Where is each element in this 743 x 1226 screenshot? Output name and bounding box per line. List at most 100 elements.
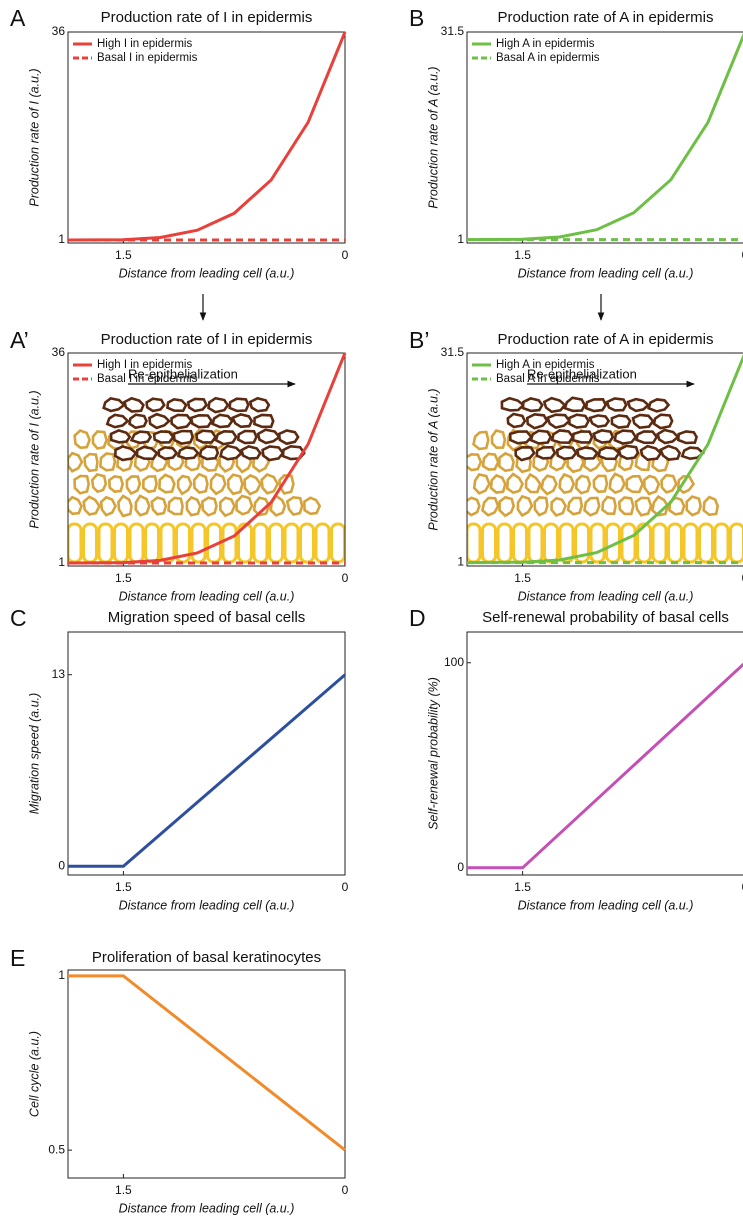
x-axis-label: Distance from leading cell (a.u.) bbox=[119, 1201, 295, 1215]
cell bbox=[102, 397, 127, 413]
cell bbox=[617, 444, 640, 461]
cell bbox=[122, 396, 145, 413]
cell bbox=[99, 495, 117, 517]
y-axis-label: Production rate of I (a.u.) bbox=[27, 68, 41, 206]
cell bbox=[505, 472, 524, 495]
y-axis-label: Self-renewal probability (%) bbox=[426, 677, 440, 830]
x-tick-label: 0 bbox=[342, 571, 349, 585]
cell bbox=[642, 474, 661, 496]
y-tick-label: 0 bbox=[58, 858, 65, 872]
cell bbox=[542, 396, 567, 414]
x-tick-label: 0 bbox=[342, 248, 349, 262]
cell bbox=[237, 522, 253, 564]
cell bbox=[636, 522, 652, 564]
chart-title: Proliferation of basal keratinocytes bbox=[92, 949, 321, 966]
legend-label: High A in epidermis bbox=[496, 359, 595, 371]
annotation: Re-epithelialization bbox=[128, 366, 238, 381]
cell bbox=[172, 429, 194, 446]
cell bbox=[680, 446, 705, 461]
cell bbox=[97, 522, 114, 564]
cell bbox=[574, 474, 592, 495]
cell bbox=[211, 413, 234, 429]
series-line bbox=[68, 673, 346, 868]
cell bbox=[605, 397, 628, 412]
cell bbox=[535, 445, 557, 460]
cell bbox=[285, 495, 304, 517]
cell bbox=[584, 397, 608, 413]
y-tick-label: 100 bbox=[444, 655, 464, 669]
panel-label: C bbox=[10, 605, 27, 631]
cell bbox=[676, 430, 699, 445]
cell bbox=[563, 396, 587, 413]
cell bbox=[512, 522, 528, 564]
chart-title: Production rate of I in epidermis bbox=[101, 9, 313, 26]
cell bbox=[268, 522, 284, 564]
cell bbox=[261, 445, 285, 462]
cell bbox=[260, 472, 280, 495]
cell bbox=[91, 430, 108, 450]
chart-title: Production rate of A in epidermis bbox=[498, 331, 714, 348]
cell bbox=[472, 473, 491, 495]
cell bbox=[73, 474, 91, 495]
cell bbox=[525, 412, 549, 430]
cell bbox=[125, 475, 142, 496]
cell bbox=[283, 522, 300, 564]
y-tick-label: 1 bbox=[457, 555, 464, 569]
x-tick-label: 1.5 bbox=[115, 880, 132, 894]
cell bbox=[113, 445, 138, 462]
panel-label: A’ bbox=[10, 327, 29, 353]
cell bbox=[134, 494, 151, 517]
cell bbox=[176, 446, 200, 460]
cell bbox=[278, 473, 295, 495]
panel-label: D bbox=[409, 605, 426, 631]
legend-label: High A in epidermis bbox=[496, 38, 595, 50]
cell bbox=[543, 522, 559, 564]
cell bbox=[533, 496, 549, 517]
x-tick-label: 1.5 bbox=[115, 571, 132, 585]
cell bbox=[631, 413, 655, 430]
chart-title: Production rate of I in epidermis bbox=[101, 331, 313, 348]
cell bbox=[228, 397, 250, 413]
cell bbox=[256, 428, 282, 445]
cell bbox=[550, 496, 568, 518]
cell bbox=[314, 522, 331, 564]
cell bbox=[613, 429, 638, 445]
cell bbox=[200, 496, 218, 517]
cell bbox=[248, 396, 271, 413]
y-tick-label: 0 bbox=[457, 860, 464, 874]
x-tick-label: 1.5 bbox=[514, 880, 531, 894]
cell bbox=[198, 445, 220, 461]
y-tick-label: 13 bbox=[52, 667, 66, 681]
cell bbox=[635, 430, 659, 445]
cell bbox=[702, 495, 720, 517]
cell bbox=[299, 522, 315, 564]
cell bbox=[68, 495, 83, 516]
plot-frame bbox=[67, 31, 346, 244]
cell bbox=[303, 496, 322, 516]
cell bbox=[550, 429, 575, 445]
x-tick-label: 0 bbox=[742, 248, 743, 262]
cell bbox=[330, 522, 345, 564]
cell bbox=[524, 472, 542, 494]
cell bbox=[209, 472, 227, 496]
series-line bbox=[68, 974, 346, 1152]
cell bbox=[659, 444, 682, 461]
cell bbox=[496, 522, 513, 564]
cell bbox=[481, 452, 500, 471]
x-tick-label: 1.5 bbox=[115, 1183, 132, 1197]
cell bbox=[99, 452, 117, 472]
x-axis-label: Distance from leading cell (a.u.) bbox=[119, 589, 295, 603]
cell bbox=[113, 522, 129, 564]
cell bbox=[567, 413, 591, 429]
cell bbox=[117, 494, 133, 518]
cell bbox=[219, 444, 244, 461]
legend-label: Basal A in epidermis bbox=[496, 373, 600, 385]
cell bbox=[497, 451, 515, 473]
cell bbox=[601, 495, 617, 516]
cell bbox=[176, 474, 193, 496]
x-tick-label: 1.5 bbox=[514, 248, 531, 262]
cell bbox=[592, 474, 609, 494]
cell bbox=[269, 494, 287, 517]
panel-label: B bbox=[409, 5, 424, 31]
cell bbox=[529, 429, 553, 445]
